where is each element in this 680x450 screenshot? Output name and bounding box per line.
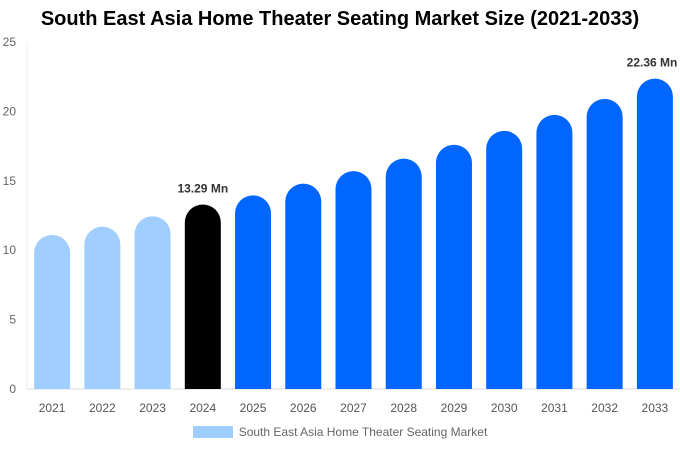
bar-2023 — [134, 216, 171, 389]
x-tick-label: 2028 — [390, 401, 417, 415]
bar-2032 — [586, 98, 623, 390]
x-tick-label: 2029 — [441, 401, 468, 415]
bar-2025 — [235, 195, 272, 389]
data-label: 22.36 Mn — [627, 56, 678, 70]
x-tick-label: 2031 — [541, 401, 568, 415]
bar-2027 — [335, 171, 372, 389]
bar-2030 — [486, 130, 523, 389]
x-tick-label: 2025 — [240, 401, 267, 415]
y-tick-label: 0 — [9, 382, 16, 396]
bar-2021 — [34, 234, 71, 389]
y-tick-label: 20 — [3, 104, 17, 118]
x-tick-label: 2022 — [89, 401, 116, 415]
bar-2031 — [536, 114, 573, 390]
y-tick-label: 25 — [3, 35, 17, 49]
bar-2029 — [435, 144, 472, 389]
chart-title: South East Asia Home Theater Seating Mar… — [40, 8, 640, 30]
bar-2033 — [636, 78, 673, 390]
x-tick-label: 2024 — [189, 401, 216, 415]
x-tick-label: 2027 — [340, 401, 367, 415]
x-tick-label: 2026 — [290, 401, 317, 415]
legend-label: South East Asia Home Theater Seating Mar… — [238, 425, 488, 439]
y-tick-label: 10 — [3, 243, 17, 257]
x-tick-label: 2032 — [591, 401, 618, 415]
bar-2022 — [84, 226, 121, 389]
y-tick-label: 5 — [9, 313, 16, 327]
data-label: 13.29 Mn — [177, 182, 228, 196]
x-tick-label: 2023 — [139, 401, 166, 415]
bar-2028 — [385, 158, 422, 389]
bar-2026 — [285, 183, 322, 389]
y-tick-label: 15 — [3, 174, 17, 188]
legend: South East Asia Home Theater Seating Mar… — [0, 425, 680, 439]
legend-swatch — [192, 426, 233, 438]
x-tick-label: 2021 — [39, 401, 66, 415]
bar-2024 — [184, 204, 221, 389]
x-tick-label: 2030 — [491, 401, 518, 415]
x-tick-label: 2033 — [642, 401, 669, 415]
